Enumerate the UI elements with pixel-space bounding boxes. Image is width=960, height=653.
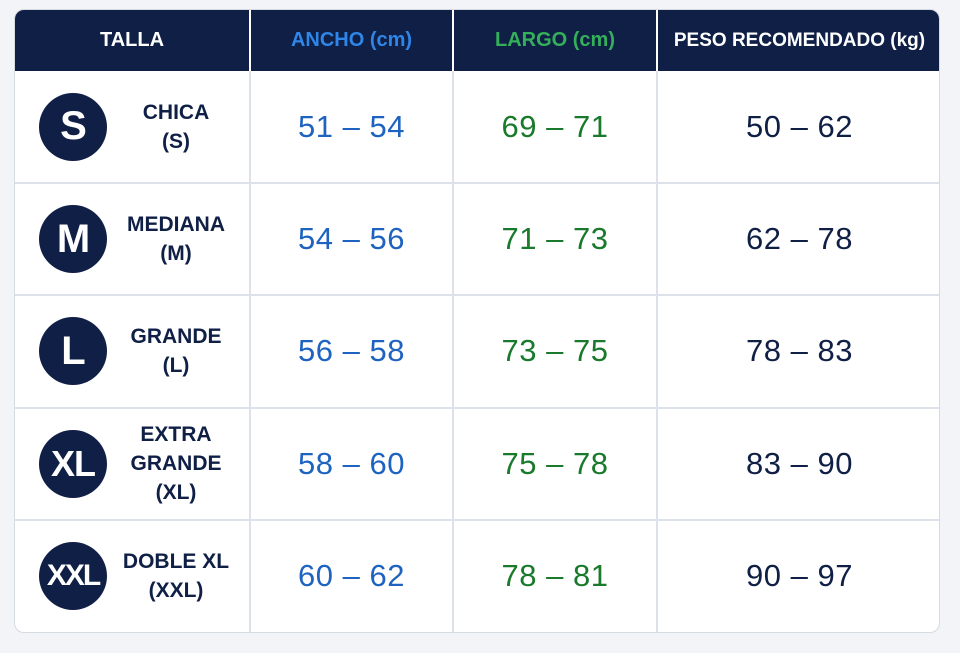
size-badge: L (39, 317, 107, 386)
size-badge: M (39, 205, 107, 274)
size-name: MEDIANA (M) (127, 213, 225, 266)
peso-value: 83 – 90 (746, 445, 853, 481)
header-largo: LARGO (cm) (453, 10, 658, 71)
size-badge: XXL (39, 542, 107, 611)
ancho-value: 56 – 58 (298, 333, 405, 369)
largo-value: 69 – 71 (501, 108, 609, 144)
size-cell: M MEDIANA (M) (15, 182, 251, 296)
header-row: TALLA ANCHO (cm) LARGO (cm) PESO RECOMEN… (15, 10, 939, 71)
ancho-cell: 51 – 54 (250, 71, 454, 184)
largo-cell: 78 – 81 (453, 518, 658, 632)
largo-cell: 71 – 73 (453, 182, 658, 296)
table-row: L GRANDE (L) 56 – 58 73 – 75 78 – 83 (15, 294, 939, 408)
ancho-value: 60 – 62 (298, 558, 405, 594)
largo-cell: 69 – 71 (453, 71, 658, 184)
table-row: M MEDIANA (M) 54 – 56 71 – 73 62 – 78 (15, 182, 939, 296)
size-table: TALLA ANCHO (cm) LARGO (cm) PESO RECOMEN… (15, 10, 939, 632)
size-name: DOBLE XL (XXL) (122, 550, 230, 603)
largo-value: 78 – 81 (501, 558, 609, 594)
peso-cell: 90 – 97 (657, 518, 939, 632)
peso-value: 50 – 62 (746, 108, 853, 144)
largo-value: 73 – 75 (501, 333, 609, 369)
table-row: S CHICA (S) 51 – 54 69 – 71 50 – 62 (15, 71, 939, 184)
size-name: EXTRA GRANDE (XL) (130, 423, 222, 505)
size-chart: TALLA ANCHO (cm) LARGO (cm) PESO RECOMEN… (14, 9, 940, 633)
header-ancho: ANCHO (cm) (250, 10, 454, 71)
size-name: CHICA (S) (142, 100, 210, 153)
size-cell: XL EXTRA GRANDE (XL) (15, 406, 251, 520)
peso-value: 78 – 83 (746, 333, 853, 369)
ancho-cell: 54 – 56 (250, 182, 454, 296)
largo-cell: 75 – 78 (453, 406, 658, 520)
size-badge: S (39, 92, 107, 161)
size-cell: S CHICA (S) (15, 71, 251, 184)
size-cell: L GRANDE (L) (15, 294, 251, 408)
size-badge: XL (39, 429, 107, 498)
peso-cell: 50 – 62 (657, 71, 939, 183)
table-row: XXL DOBLE XL (XXL) 60 – 62 78 – 81 90 – … (15, 518, 939, 632)
peso-value: 90 – 97 (746, 558, 853, 594)
peso-cell: 78 – 83 (657, 294, 939, 408)
ancho-value: 54 – 56 (298, 221, 405, 257)
ancho-cell: 60 – 62 (250, 518, 454, 632)
table-row: XL EXTRA GRANDE (XL) 58 – 60 75 – 78 83 … (15, 406, 939, 520)
ancho-cell: 58 – 60 (250, 406, 454, 520)
size-name: GRANDE (L) (130, 325, 222, 378)
largo-value: 71 – 73 (501, 221, 609, 257)
peso-cell: 83 – 90 (657, 406, 939, 520)
peso-value: 62 – 78 (746, 221, 853, 257)
ancho-value: 58 – 60 (298, 445, 405, 481)
peso-cell: 62 – 78 (657, 182, 939, 296)
ancho-cell: 56 – 58 (250, 294, 454, 408)
largo-cell: 73 – 75 (453, 294, 658, 408)
header-talla: TALLA (15, 10, 251, 71)
largo-value: 75 – 78 (501, 445, 609, 481)
ancho-value: 51 – 54 (298, 108, 405, 144)
size-cell: XXL DOBLE XL (XXL) (15, 518, 251, 632)
header-peso: PESO RECOMENDADO (kg) (657, 10, 939, 71)
